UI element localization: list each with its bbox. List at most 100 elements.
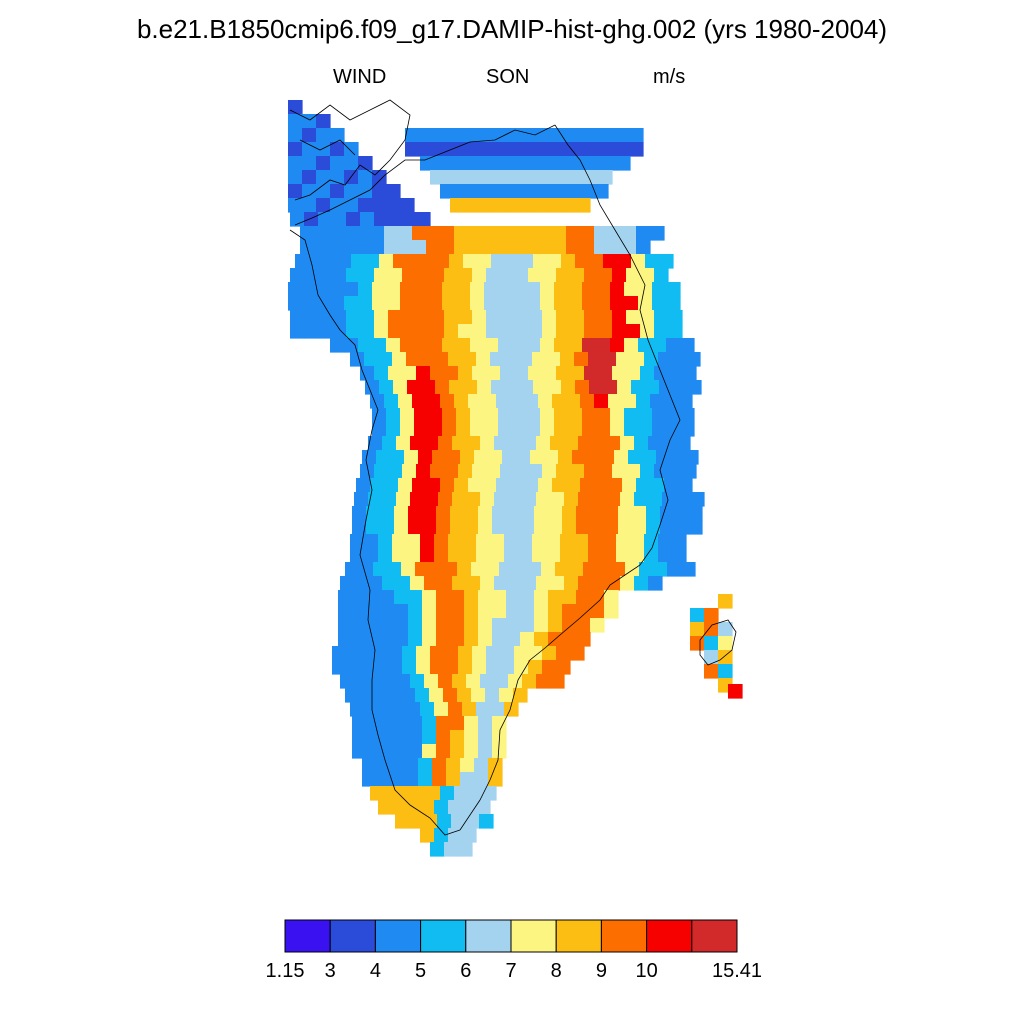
- field-cell: [548, 618, 563, 633]
- field-cell: [556, 660, 571, 675]
- field-cell: [580, 184, 595, 199]
- field-cell: [414, 338, 429, 353]
- field-cell: [568, 282, 583, 297]
- field-cell: [678, 394, 693, 409]
- field-cell: [486, 170, 501, 185]
- field-cell: [672, 352, 687, 367]
- field-cell: [562, 618, 577, 633]
- field-cell: [476, 156, 491, 171]
- field-cell: [302, 170, 317, 185]
- field-cell: [379, 254, 394, 269]
- field-cell: [444, 366, 459, 381]
- field-cell: [386, 296, 401, 311]
- field-cell: [328, 226, 343, 241]
- field-cell: [360, 366, 375, 381]
- field-cell: [620, 492, 635, 507]
- field-cell: [547, 254, 562, 269]
- field-cell: [602, 156, 617, 171]
- field-cell: [658, 352, 673, 367]
- field-cell: [419, 142, 434, 157]
- field-cell: [422, 604, 437, 619]
- field-cell: [622, 240, 637, 255]
- field-cell: [466, 576, 481, 591]
- field-cell: [464, 744, 479, 759]
- field-cell: [464, 506, 479, 521]
- field-cell: [622, 478, 637, 493]
- field-cell: [414, 422, 429, 437]
- field-cell: [526, 282, 541, 297]
- field-cell: [436, 506, 451, 521]
- field-cell: [528, 646, 543, 661]
- field-cell: [492, 198, 507, 213]
- field-cell: [680, 422, 695, 437]
- field-cell: [302, 296, 317, 311]
- field-cell: [318, 324, 333, 339]
- field-cell: [424, 492, 439, 507]
- field-cell: [436, 590, 451, 605]
- field-cell: [498, 282, 513, 297]
- field-cell: [640, 366, 655, 381]
- colorbar: [284, 919, 738, 953]
- field-cell: [480, 492, 495, 507]
- field-cell: [542, 170, 557, 185]
- plot-title: b.e21.B1850cmip6.f09_g17.DAMIP-hist-ghg.…: [136, 14, 888, 44]
- field-cell: [398, 786, 413, 801]
- field-cell: [338, 632, 353, 647]
- field-cell: [528, 324, 543, 339]
- field-cell: [444, 646, 459, 661]
- field-cell: [426, 786, 441, 801]
- field-cell: [374, 212, 389, 227]
- field-cell: [378, 352, 393, 367]
- field-cell: [611, 562, 626, 577]
- field-cell: [491, 380, 506, 395]
- field-cell: [572, 450, 587, 465]
- field-cell: [420, 702, 435, 717]
- field-cell: [668, 366, 683, 381]
- field-cell: [434, 702, 449, 717]
- field-cell: [584, 268, 599, 283]
- field-cell: [449, 254, 464, 269]
- field-cell: [496, 226, 511, 241]
- field-cell: [288, 128, 303, 143]
- field-cell: [452, 436, 467, 451]
- field-cell: [492, 506, 507, 521]
- field-cell: [330, 184, 345, 199]
- field-cell: [520, 618, 535, 633]
- field-cell: [496, 394, 511, 409]
- field-cell: [512, 282, 527, 297]
- field-cell: [552, 394, 567, 409]
- field-cell: [458, 268, 473, 283]
- field-cell: [639, 562, 654, 577]
- field-cell: [444, 842, 459, 857]
- field-cell: [472, 660, 487, 675]
- field-cell: [365, 380, 380, 395]
- field-cell: [505, 380, 520, 395]
- field-cell: [524, 240, 539, 255]
- field-cell: [658, 534, 673, 549]
- field-cell: [438, 674, 453, 689]
- field-cell: [597, 562, 612, 577]
- field-cell: [594, 478, 609, 493]
- field-cell: [580, 478, 595, 493]
- field-cell: [382, 674, 397, 689]
- colorbar-box: [646, 919, 693, 953]
- field-cell: [508, 436, 523, 451]
- field-cell: [556, 324, 571, 339]
- field-cell: [486, 268, 501, 283]
- field-cell: [460, 758, 475, 773]
- wind-field-cells: [288, 100, 743, 857]
- field-cell: [554, 338, 569, 353]
- field-cell: [678, 478, 693, 493]
- field-cell: [368, 436, 383, 451]
- field-cell: [332, 268, 347, 283]
- field-cell: [576, 590, 591, 605]
- field-cell: [290, 310, 305, 325]
- field-cell: [378, 702, 393, 717]
- field-cell: [636, 394, 651, 409]
- field-cell: [652, 408, 667, 423]
- field-cell: [436, 716, 451, 731]
- field-cell: [477, 380, 492, 395]
- field-cell: [546, 352, 561, 367]
- field-cell: [364, 702, 379, 717]
- field-cell: [588, 352, 603, 367]
